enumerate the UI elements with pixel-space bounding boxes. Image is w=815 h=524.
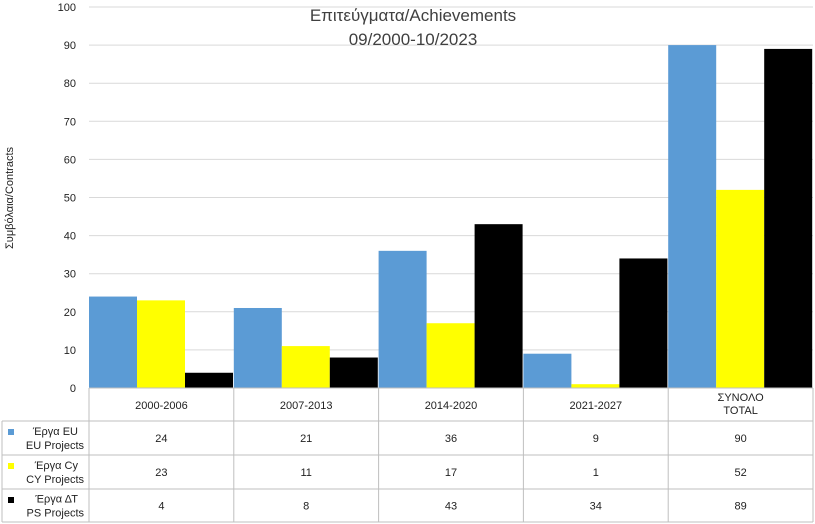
legend-label: CY Projects: [26, 474, 84, 486]
bar: [233, 307, 282, 388]
bar: [474, 224, 523, 388]
x-tick-label: 2007-2013: [280, 400, 333, 412]
bar: [378, 250, 427, 388]
data-table-value: 34: [590, 501, 602, 513]
bar: [281, 346, 330, 388]
x-tick-label: 2014-2020: [425, 400, 478, 412]
data-table-value: 8: [303, 501, 309, 513]
data-table-value: 89: [734, 501, 746, 513]
data-table: [1, 387, 814, 523]
legend-label: PS Projects: [27, 508, 85, 520]
text-layer: 0 10 20 30 40 50 60 70 80 90 100 2000-2006 2007-2013…: [4, 2, 764, 520]
data-table-value: 43: [445, 501, 457, 513]
x-tick-label: ΣΥΝΟΛΟ: [718, 392, 765, 404]
legend-key: [8, 463, 14, 469]
chart-title: Επιτεύγματα/Achievements: [310, 6, 516, 25]
data-table-value: 24: [155, 433, 167, 445]
bars-layer: [89, 45, 813, 388]
y-tick-label: 0: [70, 383, 76, 395]
chart-subtitle: 09/2000-10/2023: [349, 30, 478, 49]
bar: [185, 372, 233, 388]
x-tick-label: 2021-2027: [569, 400, 622, 412]
y-tick-label: 40: [64, 231, 76, 243]
y-tick-label: 50: [64, 193, 76, 205]
data-table-value: 1: [593, 467, 599, 479]
x-tick-label: TOTAL: [723, 405, 757, 417]
y-tick-label: 20: [64, 307, 76, 319]
bar: [329, 357, 378, 388]
y-tick-label: 10: [64, 345, 76, 357]
y-tick-label: 100: [58, 2, 76, 14]
y-tick-label: 70: [64, 116, 76, 128]
bar: [716, 189, 765, 388]
data-table-value: 4: [158, 501, 164, 513]
legend-label: Έργα Cy: [34, 460, 79, 472]
data-table-value: 11: [300, 467, 311, 479]
y-tick-label: 60: [64, 154, 76, 166]
data-table-value: 52: [734, 467, 746, 479]
y-tick-label: 80: [64, 78, 76, 90]
bar: [137, 300, 185, 388]
legend-label: Έργα ΔΤ: [34, 494, 78, 506]
y-tick-label: 90: [64, 40, 76, 52]
legend-key: [8, 497, 14, 503]
data-table-value: 23: [155, 467, 167, 479]
bar: [571, 384, 620, 388]
data-table-value: 21: [300, 433, 312, 445]
legend-label: EU Projects: [26, 440, 85, 452]
legend-key: [8, 429, 14, 435]
bar: [89, 296, 137, 388]
bar: [426, 323, 475, 388]
bar: [523, 353, 572, 388]
data-table-value: 90: [734, 433, 746, 445]
bar: [764, 48, 813, 388]
y-axis-title: Συμβόλαια/Contracts: [4, 146, 16, 249]
y-tick-label: 30: [64, 269, 76, 281]
data-table-value: 36: [445, 433, 457, 445]
legend-label: Έργα EU: [32, 426, 78, 438]
x-tick-label: 2000-2006: [135, 400, 188, 412]
bar: [668, 45, 717, 388]
data-table-value: 17: [445, 467, 457, 479]
bar: [619, 258, 668, 388]
data-table-value: 9: [593, 433, 599, 445]
